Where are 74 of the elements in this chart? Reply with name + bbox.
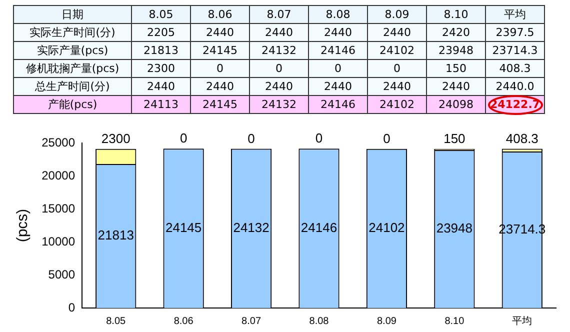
x-tick-label: 8.07 [250,6,308,24]
data-label: 2440 [426,78,486,96]
data-label: 2300 [101,130,130,146]
y-tick-label: 0 [68,300,76,314]
y-tick-label: 10000 [42,234,76,248]
x-tick-label: 8.05 [106,316,126,327]
data-label: 0 [315,130,323,146]
data-label: 21813 [98,228,134,243]
data-label: 408.3 [506,130,538,146]
data-label: 24145 [190,42,250,60]
data-label: 150 [426,60,486,78]
data-label: 21813 [132,42,190,60]
data-label: 0 [250,60,308,78]
data-label: 24098 [426,96,486,114]
data-label: 2440 [368,24,426,42]
x-tick-label: 8.05 [132,6,190,24]
data-label: 23714.3 [486,42,544,60]
y-tick-label: 修机耽搁产量(pcs) [14,60,132,78]
x-tick-label: 8.06 [190,6,250,24]
y-tick-label: 实际生产时间(分) [14,24,132,42]
data-label: 0 [368,60,426,78]
data-label: 0 [308,60,368,78]
data-label: 24145 [165,220,202,235]
data-label: 2440.0 [486,78,544,96]
data-label: 24132 [250,96,308,114]
data-label: 2300 [132,60,190,78]
data-label: 24146 [308,42,368,60]
data-label: 2440 [250,24,308,42]
y-tick-label: 25000 [42,135,76,150]
data-label: 2440 [308,24,368,42]
data-label: 2440 [250,78,308,96]
data-label: 23948 [436,220,473,236]
data-label: 2205 [132,24,190,42]
data-label: 24146 [308,96,368,114]
data-label: 0 [248,130,255,146]
y-tick-label: 产能(pcs) [14,96,132,114]
x-tick-label: 平均 [512,314,532,327]
data-label: 24132 [233,220,270,235]
data-label: 0 [180,130,188,146]
y-tick-label: 5000 [48,267,76,282]
data-label: 24102 [368,42,426,60]
data-label: 24145 [190,96,250,114]
y-tick-label: 15000 [42,201,76,216]
data-label: 408.3 [486,60,544,78]
x-axis-title: 日期 [14,6,132,24]
x-tick-label: 8.10 [444,316,465,327]
data-label: 24102 [368,96,426,114]
y-axis-title: (pcs) [14,208,32,242]
data-label: 2397.5 [486,24,544,42]
data-label: 0 [190,60,250,78]
data-label: 24132 [250,42,308,60]
data-label: 2440 [190,24,250,42]
x-tick-label: 8.07 [242,316,262,327]
data-label: 23948 [426,42,486,60]
data-label: 24146 [300,220,338,235]
data-label: 2440 [190,78,250,96]
y-tick-label: 总生产时间(分) [14,78,132,96]
y-tick-label: 实际产量(pcs) [14,42,132,60]
data-label: 24102 [368,220,405,236]
data-label: 2440 [308,78,368,96]
data-label: 0 [383,131,390,146]
data-label: 2440 [132,78,190,96]
data-label: 24113 [132,96,190,114]
x-tick-label: 8.08 [308,6,368,24]
x-tick-label: 平均 [486,6,544,24]
data-label: 150 [444,131,466,146]
data-label: 2440 [368,78,426,96]
y-tick-label: 20000 [42,168,76,182]
x-tick-label: 8.09 [376,316,397,327]
x-tick-label: 8.06 [174,316,194,327]
x-tick-label: 8.09 [368,6,426,24]
data-label: 2420 [426,24,486,42]
x-tick-label: 8.08 [309,316,330,327]
x-tick-label: 8.10 [426,6,486,24]
